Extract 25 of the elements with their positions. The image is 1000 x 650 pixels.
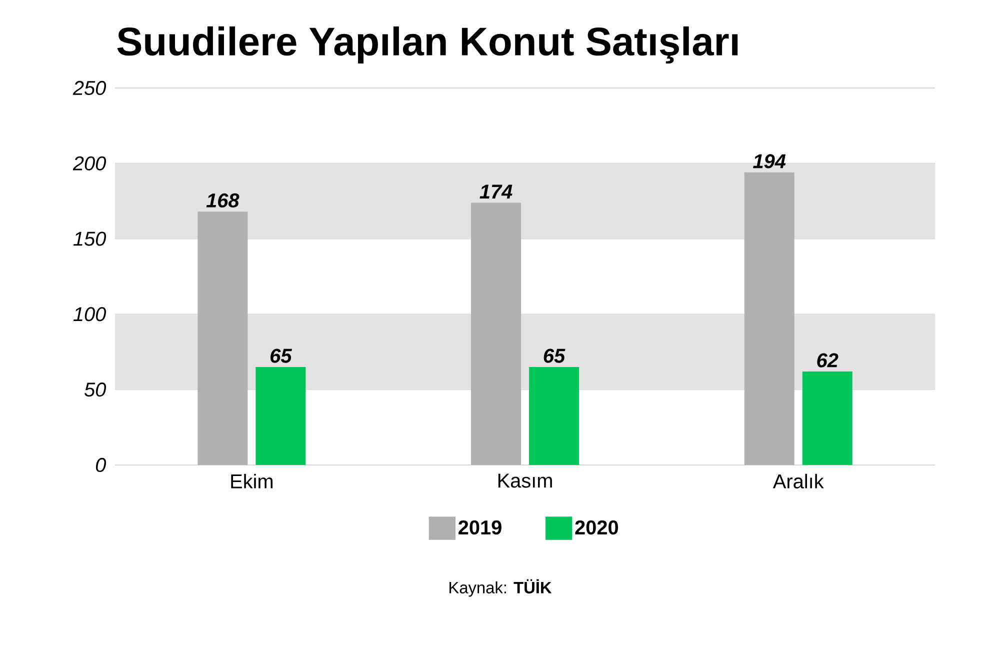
bar — [802, 371, 852, 465]
bar — [744, 172, 794, 465]
bar — [198, 212, 248, 465]
y-tick-label: 150 — [73, 232, 106, 246]
bar — [471, 202, 522, 465]
data-label: 174 — [480, 184, 512, 198]
y-tick-label: 0 — [96, 458, 106, 472]
x-tick-label: Aralık — [772, 474, 824, 488]
chart-title: Suudilere Yapılan Konut Satışları — [117, 26, 738, 64]
x-tick-label: Kasım — [498, 474, 552, 488]
y-tick-label: 50 — [84, 382, 106, 397]
data-label: 65 — [270, 348, 292, 363]
y-tick-label: 100 — [73, 307, 106, 322]
legend-label: 2020 — [575, 520, 618, 535]
legend-label: 2019 — [458, 520, 502, 535]
text: Kaynak: TÜİK — [450, 579, 552, 597]
data-label: 194 — [753, 154, 786, 168]
y-tick-label: 200 — [72, 156, 106, 170]
data-label: 168 — [206, 193, 240, 208]
bar — [529, 366, 580, 465]
x-tick-label: Ekim — [231, 474, 272, 488]
bar — [256, 366, 306, 465]
data-label: 62 — [817, 353, 838, 368]
y-tick-label: 250 — [72, 80, 106, 96]
data-label: 65 — [544, 348, 566, 363]
